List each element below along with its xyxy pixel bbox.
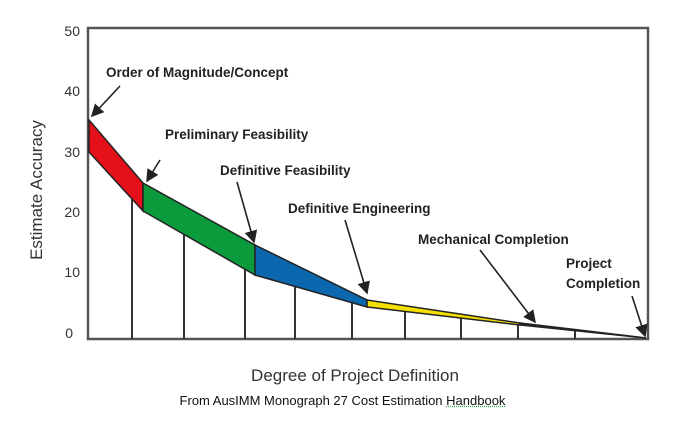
label-definitive-engineering: Definitive Engineering — [288, 201, 431, 216]
label-preliminary-feasibility: Preliminary Feasibility — [165, 127, 309, 142]
y-tick: 30 — [64, 144, 80, 160]
label-mechanical-completion: Mechanical Completion — [418, 232, 569, 247]
arrow — [344, 219, 370, 295]
y-tick: 20 — [64, 204, 80, 220]
arrow — [479, 249, 536, 324]
label-completion: Completion — [566, 276, 640, 291]
caption-text: From AusIMM Monograph 27 Cost Estimation — [179, 393, 447, 408]
y-tick: 0 — [65, 325, 73, 341]
arrow — [146, 159, 161, 183]
y-axis-title: Estimate Accuracy — [27, 120, 46, 260]
y-tick: 10 — [64, 264, 80, 280]
caption: From AusIMM Monograph 27 Cost Estimation… — [0, 393, 685, 408]
label-definitive-feasibility: Definitive Feasibility — [220, 163, 351, 178]
arrows — [90, 85, 648, 338]
accuracy-bands — [88, 117, 647, 339]
y-ticks: 0 10 20 30 40 50 — [64, 23, 80, 341]
arrow — [631, 295, 648, 338]
arrow — [90, 85, 121, 118]
y-tick: 50 — [64, 23, 80, 39]
x-axis-title: Degree of Project Definition — [251, 366, 459, 385]
label-project: Project — [566, 256, 612, 271]
label-order-of-magnitude: Order of Magnitude/Concept — [106, 65, 289, 80]
vertical-lines — [131, 198, 576, 339]
arrow — [236, 181, 258, 244]
band-mechanical-completion — [519, 322, 647, 339]
caption-link[interactable]: Handbook — [446, 393, 506, 408]
y-tick: 40 — [64, 83, 80, 99]
